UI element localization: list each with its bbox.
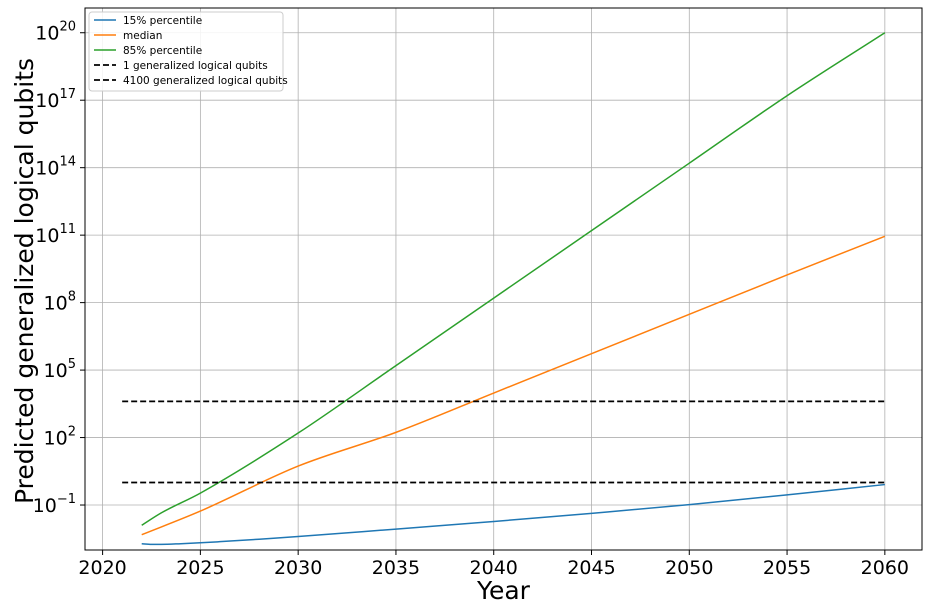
y-tick-base: 10: [44, 360, 68, 382]
y-tick-exponent: 11: [59, 222, 76, 237]
ticks-layer: 2020 2025 2030 2035 2040 2045 2050 2055 206010−1…: [33, 20, 909, 579]
y-tick-label: 10−1: [33, 492, 76, 517]
y-axis-title: Predicted generalized logical qubits: [10, 58, 39, 504]
y-tick-base: 10: [35, 158, 59, 180]
series-line-3: [141, 32, 886, 526]
y-tick-label: 108: [44, 290, 76, 315]
x-tick-label: 2060: [861, 557, 909, 579]
y-tick-base: 10: [35, 90, 59, 112]
x-tick-label: 2045: [567, 557, 615, 579]
y-tick-base: 10: [33, 495, 57, 517]
x-tick-label: 2020: [78, 557, 126, 579]
y-tick-exponent: 2: [68, 425, 76, 440]
y-tick-exponent: 14: [59, 155, 76, 170]
grid-layer: [85, 8, 922, 550]
y-tick-base: 10: [44, 428, 68, 450]
legend-label: 85% percentile: [123, 45, 202, 57]
x-tick-label: 2055: [763, 557, 811, 579]
y-tick-base: 10: [44, 293, 68, 315]
x-tick-label: 2030: [274, 557, 322, 579]
legend-label: 4100 generalized logical qubits: [123, 75, 288, 87]
legend-box: [88, 11, 284, 92]
y-tick-label: 1020: [35, 20, 76, 45]
series-line-2: [141, 235, 886, 536]
y-tick-base: 10: [35, 23, 59, 45]
y-tick-exponent: 20: [59, 20, 76, 35]
y-tick-label: 1011: [35, 222, 76, 247]
y-tick-label: 105: [44, 357, 76, 382]
plot-frame: [84, 7, 923, 551]
legend-label: median: [123, 30, 162, 42]
y-tick-label: 1014: [35, 155, 76, 180]
legend-label: 1 generalized logical qubits: [123, 60, 268, 72]
y-tick-base: 10: [35, 225, 59, 247]
series-line-1: [141, 483, 885, 546]
y-tick-label: 102: [44, 425, 76, 450]
x-axis-title: Year: [476, 576, 531, 605]
x-tick-label: 2040: [470, 557, 518, 579]
x-tick-label: 2050: [665, 557, 713, 579]
y-tick-exponent: −1: [57, 492, 76, 507]
y-tick-exponent: 17: [59, 87, 76, 102]
series-layer: [122, 32, 886, 546]
legend: 15% percentile median 85% percentile 1 gene…: [88, 11, 288, 92]
y-tick-exponent: 5: [68, 357, 76, 372]
y-tick-exponent: 8: [68, 290, 76, 305]
legend-label: 15% percentile: [123, 15, 202, 27]
x-tick-label: 2035: [372, 557, 420, 579]
y-tick-label: 1017: [35, 87, 76, 112]
x-tick-label: 2025: [176, 557, 224, 579]
